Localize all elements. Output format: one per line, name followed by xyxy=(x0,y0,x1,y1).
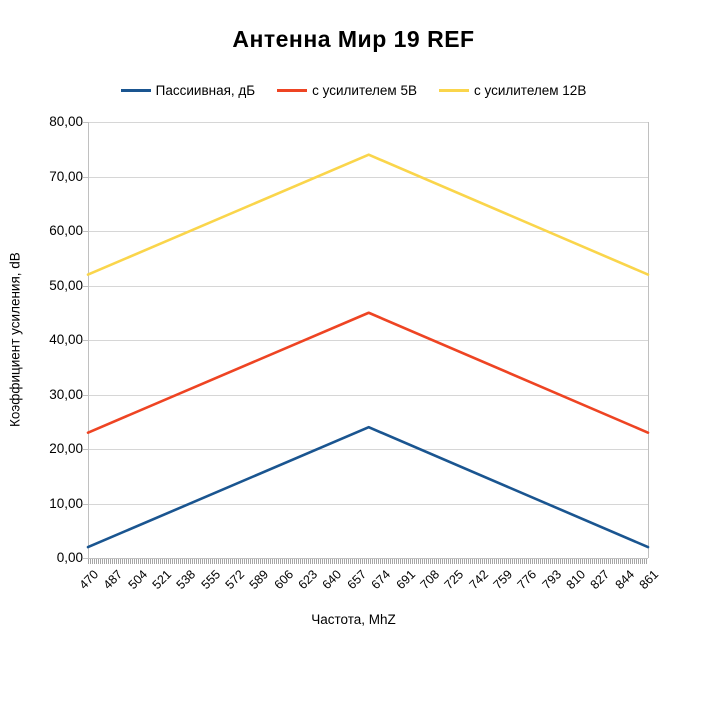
legend-line-swatch xyxy=(438,89,469,92)
legend-item-0: Пассиивная, дБ xyxy=(120,83,256,98)
x-axis-title: Частота, MhZ xyxy=(311,612,396,627)
y-tick-label: 20,00 xyxy=(49,441,83,456)
legend-label: с усилителем 5В xyxy=(312,83,417,98)
series-line-0 xyxy=(86,425,650,549)
y-tick-label: 10,00 xyxy=(49,496,83,511)
series-line-2 xyxy=(86,153,650,276)
legend-item-1: с усилителем 5В xyxy=(277,83,417,98)
legend-label: с усилителем 12В xyxy=(473,83,587,98)
y-tick-label: 0,00 xyxy=(56,550,83,565)
y-axis-title: Коэффициент усиления, dB xyxy=(7,252,23,428)
y-tick-label: 70,00 xyxy=(49,169,83,184)
legend-label: Пассиивная, дБ xyxy=(155,83,256,98)
y-tick-label: 40,00 xyxy=(49,332,83,347)
series-line-1 xyxy=(86,311,650,434)
legend-line-swatch xyxy=(277,89,308,92)
legend-item-2: с усилителем 12В xyxy=(438,83,587,98)
y-tick-label: 60,00 xyxy=(49,223,83,238)
y-tick-label: 50,00 xyxy=(49,278,83,293)
legend: Пассиивная, дБ с усилителем 5В с усилителе… xyxy=(0,83,707,98)
y-tick-label: 80,00 xyxy=(49,114,83,129)
chart-title: Антенна Мир 19 REF xyxy=(232,26,475,52)
legend-line-swatch xyxy=(120,89,151,92)
y-tick-label: 30,00 xyxy=(49,387,83,402)
